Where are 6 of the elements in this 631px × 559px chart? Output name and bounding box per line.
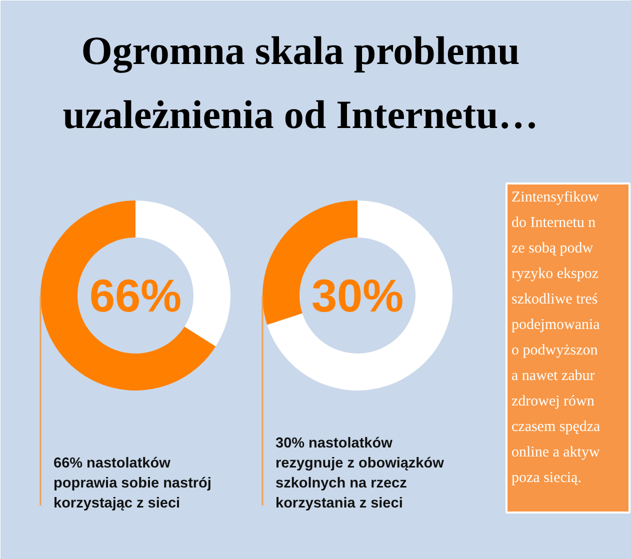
text: Zintensyfikow do Internetu n ze sobą podw ryzyko ekspoz szkodliwe treś podejmowania o podwyższon a nawet zabur zdrowej równ czasem spędza online a aktyw poza siecią. xyxy=(512,190,600,486)
chart-title: Ogromna skala problemu uzależnienia od Internetu… xyxy=(62,28,538,137)
text: 66% nastolatków poprawia sobie nastrój korzystając z sieci xyxy=(54,456,212,512)
text: 66% xyxy=(89,270,182,322)
text: 30% nastolatków rezygnuje z obowiązków szkolnych na rzecz korzystania z sieci xyxy=(276,436,445,512)
text: 30% xyxy=(311,270,404,322)
